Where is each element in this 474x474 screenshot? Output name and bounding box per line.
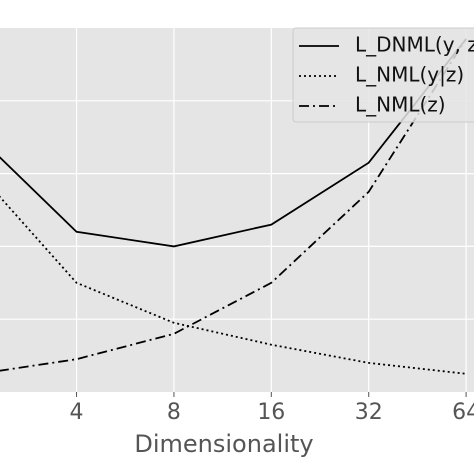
legend-label: L_NML(y|z) <box>355 63 464 87</box>
x-tick-label: 8 <box>167 400 181 425</box>
series-line <box>0 195 467 375</box>
legend-label: L_NML(z) <box>355 93 446 117</box>
x-tick-label: 64 <box>452 400 474 425</box>
x-tick-label: 4 <box>70 400 84 425</box>
x-axis-label: Dimensionality <box>134 430 313 458</box>
x-tick-label: 16 <box>257 400 285 425</box>
series-line <box>0 38 467 372</box>
series-line <box>0 38 467 248</box>
legend-label: L_DNML(y, z <box>355 33 474 57</box>
x-tick-label: 32 <box>355 400 383 425</box>
legend-box <box>292 27 474 123</box>
